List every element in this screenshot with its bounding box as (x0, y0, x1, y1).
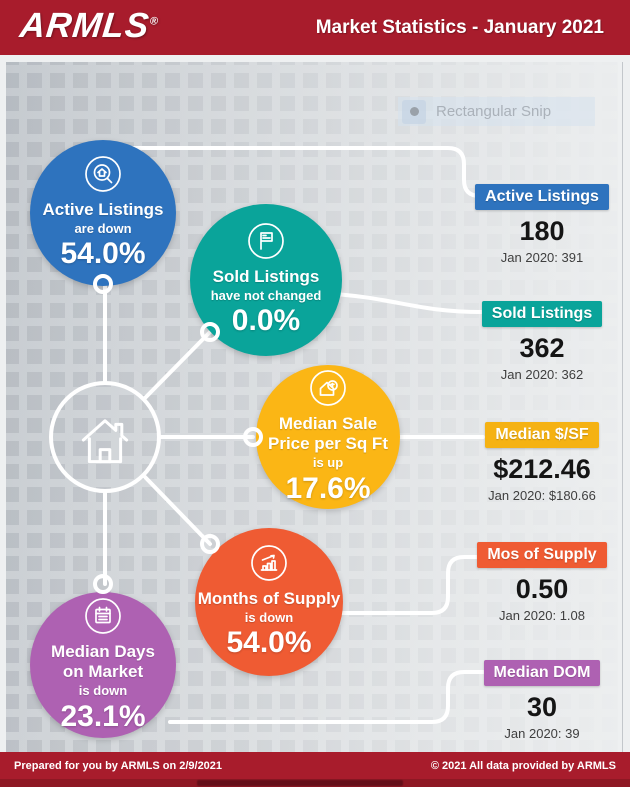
bubble-title-line2: on Market (62, 662, 144, 682)
bubble-months-of-supply: Months of Supply is down 54.0% (195, 528, 343, 676)
stat-label: Active Listings (475, 184, 609, 210)
page-title: Market Statistics - January 2021 (315, 16, 604, 38)
stat-prior: Jan 2020: 39 (504, 725, 580, 741)
bubble-title-line1: Median Sale (278, 413, 378, 433)
calendar-icon (85, 598, 121, 634)
bubble-subtitle: is down (244, 609, 294, 625)
bubble-median-days-on-market: Median Days on Market is down 23.1% (30, 592, 176, 738)
stat-value: 180 (519, 216, 565, 246)
footer-prepared-text: Prepared for you by ARMLS on 2/9/2021 (14, 759, 223, 772)
stat-value: $212.46 (493, 454, 591, 484)
bubble-subtitle: is down (78, 682, 128, 698)
snip-mode-label: Rectangular Snip (436, 103, 552, 120)
bubble-value: 0.0% (231, 304, 301, 338)
house-dollar-icon (310, 370, 346, 406)
bubble-active-listings: Active Listings are down 54.0% (30, 140, 176, 286)
bubble-value: 54.0% (226, 626, 312, 660)
bubble-value: 23.1% (60, 699, 146, 733)
stat-prior: Jan 2020: $180.66 (488, 487, 596, 503)
stat-label: Sold Listings (481, 301, 603, 327)
bubble-value: 54.0% (60, 237, 146, 271)
footer-copyright-text: © 2021 All data provided by ARMLS (430, 759, 616, 772)
house-icon (81, 419, 129, 464)
cropped-address-text (197, 780, 403, 786)
stat-prior: Jan 2020: 1.08 (498, 607, 586, 623)
stat-label: Mos of Supply (477, 542, 607, 568)
snip-mode-icon (402, 99, 426, 124)
bubble-title: Sold Listings (212, 267, 320, 287)
stat-label: Median DOM (483, 660, 601, 686)
footer-bottom-strip (0, 779, 630, 787)
bubble-value: 17.6% (285, 471, 371, 505)
bubble-title: Active Listings (42, 200, 164, 220)
stat-value: 362 (519, 333, 565, 363)
stat-value: 0.50 (515, 574, 569, 604)
stat-prior: Jan 2020: 362 (500, 366, 584, 382)
stat-label: Median $/SF (485, 422, 599, 448)
bubble-subtitle: are down (74, 220, 132, 236)
bar-chart-icon (251, 545, 287, 581)
bubble-title-line2: Price per Sq Ft (268, 434, 388, 454)
house-search-icon (85, 156, 121, 192)
stat-median-price-sqft: Median $/SF $212.46 Jan 2020: $180.66 (462, 422, 622, 503)
stat-months-of-supply: Mos of Supply 0.50 Jan 2020: 1.08 (462, 542, 622, 623)
bubble-sold-listings: Sold Listings have not changed 0.0% (190, 204, 342, 356)
house-hub (49, 381, 161, 493)
stat-value: 30 (526, 692, 558, 722)
bubble-subtitle: have not changed (210, 287, 322, 303)
rectangular-snip-overlay: Rectangular Snip (398, 97, 595, 126)
bubble-title: Months of Supply (197, 589, 341, 609)
bubble-title-line1: Median Days (51, 641, 155, 661)
stat-median-dom: Median DOM 30 Jan 2020: 39 (462, 660, 622, 741)
stat-prior: Jan 2020: 391 (500, 249, 584, 265)
page-edge-divider (622, 62, 623, 752)
footer-bar: Prepared for you by ARMLS on 2/9/2021 © … (0, 752, 630, 779)
stat-sold-listings: Sold Listings 362 Jan 2020: 362 (462, 301, 622, 382)
bubble-subtitle: is up (312, 454, 344, 470)
sold-flag-icon (248, 223, 284, 259)
stat-active-listings: Active Listings 180 Jan 2020: 391 (462, 184, 622, 265)
header-bar: ARMLS® Market Statistics - January 2021 (0, 0, 630, 55)
bubble-median-sale-price: Median Sale Price per Sq Ft is up 17.6% (256, 365, 400, 509)
